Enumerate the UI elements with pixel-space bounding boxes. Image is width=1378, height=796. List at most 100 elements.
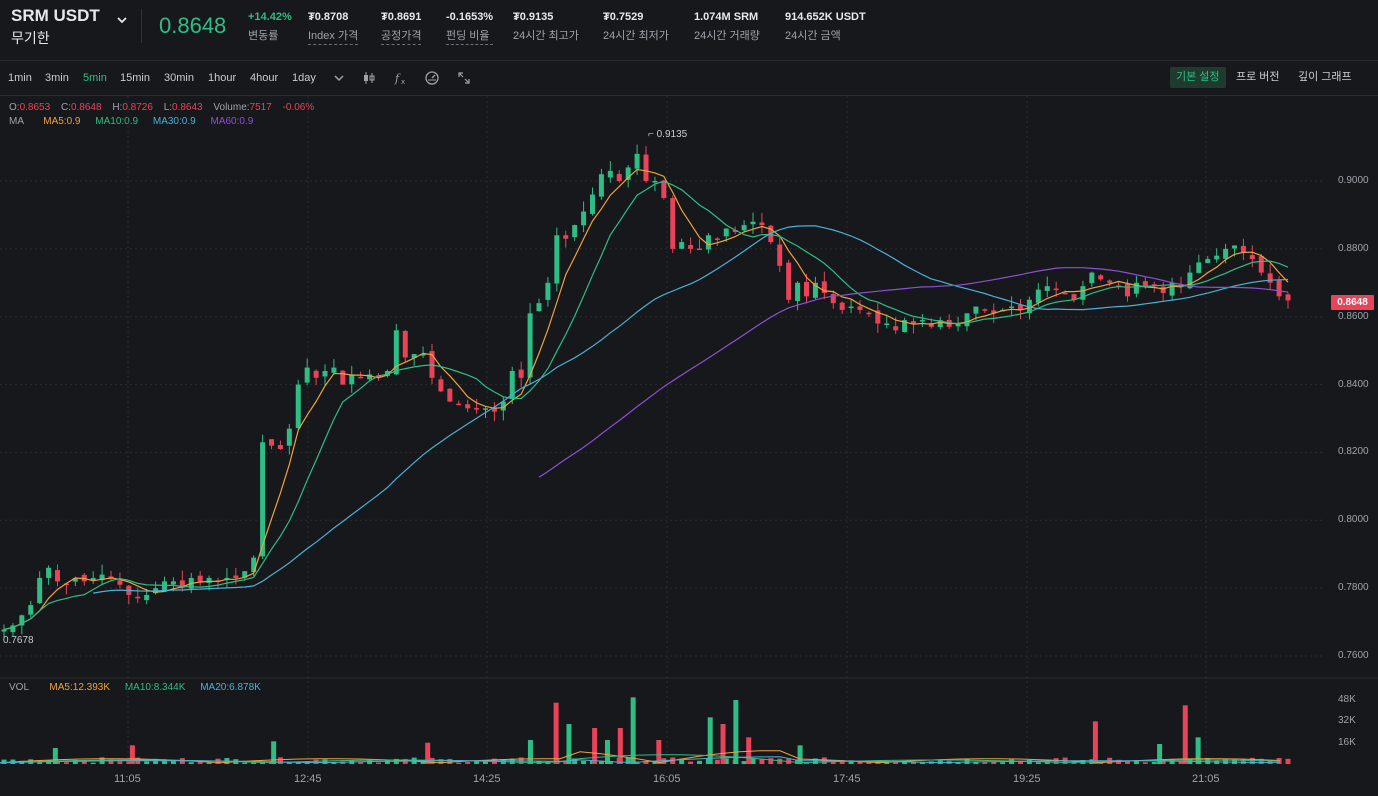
candle-body [1205, 259, 1211, 264]
candle-body [402, 330, 408, 358]
volume-bar [108, 759, 114, 764]
open-value: 0.8653 [19, 102, 51, 113]
candle-body [509, 371, 515, 399]
volume-bar [857, 760, 863, 764]
volume-bar [973, 761, 979, 764]
candle-body [527, 313, 533, 378]
stat-change: +14.42% 변동률 [248, 11, 292, 43]
candle-body [590, 194, 595, 214]
gauge-settings-icon[interactable] [424, 70, 440, 86]
volume-bar [598, 761, 604, 764]
volume-bar [117, 761, 123, 764]
price-tick-label: 0.7800 [1338, 582, 1369, 594]
view-depth[interactable]: 깊이 그래프 [1298, 71, 1352, 83]
view-pro[interactable]: 프로 버전 [1236, 71, 1280, 83]
candle-body [483, 408, 488, 410]
volume-bar [697, 760, 702, 764]
candle-body [260, 442, 266, 557]
candle-body [277, 445, 283, 450]
volume-bar [768, 758, 774, 764]
candle-body [1142, 281, 1148, 287]
candle-body [536, 303, 542, 312]
candle-body [170, 581, 176, 585]
volume-bar [447, 758, 453, 764]
candle-body [1178, 284, 1184, 287]
symbol-title[interactable]: SRM USDT [11, 6, 100, 25]
candle-body [358, 376, 364, 379]
volume-label: Volume: [213, 102, 250, 113]
volume-bar [893, 761, 899, 764]
timeframe-1hour[interactable]: 1hour [208, 72, 237, 84]
candle-body [108, 576, 114, 578]
candle-body [554, 235, 560, 284]
volume-bar [563, 761, 569, 764]
candle-body [875, 310, 881, 324]
last-price: 0.8648 [159, 13, 227, 38]
candle-body [206, 577, 212, 583]
candle-body [135, 596, 141, 599]
candle-body [563, 235, 569, 239]
volume-bar [1205, 758, 1211, 764]
volume-bar [661, 758, 667, 764]
volume-bar [420, 761, 426, 764]
timeframe-1min[interactable]: 1min [8, 72, 32, 84]
chevron-down-icon[interactable] [331, 70, 347, 86]
candle-body [955, 323, 961, 327]
ma30-value: MA30:0.9 [152, 116, 196, 127]
candle-body [340, 370, 346, 385]
candle-body [1232, 245, 1237, 249]
timeframe-15min[interactable]: 15min [120, 72, 150, 84]
candle-body [1062, 292, 1068, 295]
stat-label[interactable]: Index 가격 [308, 27, 359, 45]
timeframe-4hour[interactable]: 4hour [250, 72, 279, 84]
volume-bar [286, 762, 292, 764]
candle-body [1169, 282, 1175, 296]
stat-label[interactable]: 펀딩 비율 [446, 27, 494, 45]
candle-body [55, 570, 60, 582]
timeframe-1day[interactable]: 1day [292, 72, 316, 84]
open-label: O: [9, 102, 20, 113]
candle-body [688, 245, 694, 249]
stat-value: 914.652K USDT [785, 11, 866, 23]
timeframe-30min[interactable]: 30min [164, 72, 194, 84]
candle-body [1240, 245, 1246, 253]
candle-body [117, 580, 123, 585]
stat-value: ₮0.7529 [603, 11, 644, 23]
chevron-down-icon[interactable] [116, 14, 128, 26]
volume-bar [129, 745, 135, 764]
price-tick-label: 0.8200 [1338, 446, 1369, 458]
candle-body [1098, 275, 1104, 280]
candle-body [179, 580, 185, 589]
timeframe-5min[interactable]: 5min [83, 72, 107, 84]
candle-body [1285, 294, 1291, 301]
ma60-value: MA60:0.9 [210, 116, 254, 127]
volume-bar [527, 740, 533, 764]
candle-body [991, 310, 997, 314]
candlestick-chart[interactable]: ⌐ 0.9135 0.7678 [0, 96, 1378, 796]
view-basic[interactable]: 기본 설정 [1170, 67, 1226, 88]
candlestick-icon[interactable] [361, 70, 377, 86]
volume-ma-line [0, 756, 1281, 764]
candle-body [1258, 256, 1264, 273]
stat-label[interactable]: 공정가격 [381, 27, 422, 45]
candle-body [866, 312, 872, 315]
price-tick-label: 0.8400 [1338, 378, 1369, 390]
volume-bar [1035, 762, 1041, 764]
stat-index-price: ₮0.8708 Index 가격 [308, 11, 359, 45]
price-tick-label: 0.9000 [1338, 175, 1369, 186]
volume-bar [746, 737, 752, 764]
volume-bar [162, 759, 167, 764]
stat-fair-price: ₮0.8691 공정가격 [381, 11, 422, 45]
fullscreen-icon[interactable] [456, 70, 472, 86]
low-label: L: [163, 102, 173, 113]
candle-body [1133, 282, 1139, 294]
candle-body [679, 242, 685, 249]
volume-bar [733, 700, 739, 764]
volume-bar [465, 761, 471, 764]
volume-bar [170, 760, 176, 764]
volume-bar [277, 757, 283, 764]
candle-body [804, 281, 809, 297]
timeframe-3min[interactable]: 3min [45, 72, 69, 84]
low-marker: 0.7678 [3, 635, 34, 646]
